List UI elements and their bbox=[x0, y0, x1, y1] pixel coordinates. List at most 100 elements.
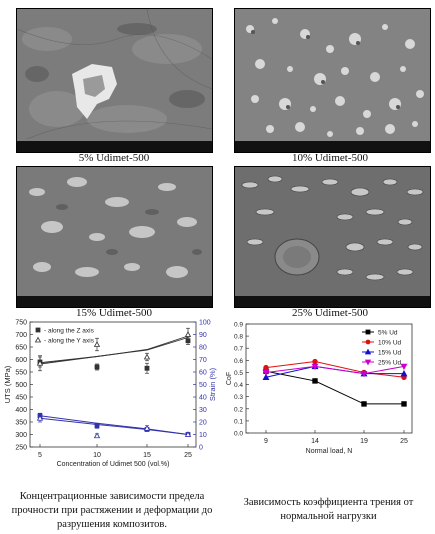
y-tick-label: 0.1 bbox=[234, 418, 243, 425]
data-point bbox=[144, 365, 150, 371]
legend-label: 25% Ud bbox=[378, 360, 402, 367]
data-point bbox=[400, 370, 408, 377]
data-point bbox=[143, 424, 151, 431]
x-tick-label: 9 bbox=[264, 438, 268, 445]
sem-caption-15pct: 15% Udimet-500 bbox=[75, 307, 153, 319]
data-point bbox=[184, 431, 192, 437]
data-point bbox=[361, 401, 367, 407]
uts-strain-chart: 250 300 350 400 450 500 550 600 650 700 750 0 10 20 30… bbox=[0, 318, 222, 476]
y-tick-label: 550 bbox=[15, 370, 27, 377]
x-tick-label: 15 bbox=[143, 452, 151, 459]
sem-caption-25pct: 25% Udimet-500 bbox=[291, 307, 369, 319]
y-axis-label: UTS (MPa) bbox=[3, 365, 12, 403]
caption-left: Концентрационные зависимости предела про… bbox=[4, 490, 220, 532]
y-tick-label: 300 bbox=[15, 432, 27, 439]
y-tick-label: 0.8 bbox=[234, 334, 243, 341]
legend-label: 15% Ud bbox=[378, 350, 402, 357]
y-tick-label: 0.6 bbox=[234, 358, 243, 365]
y-tick-label: 600 bbox=[15, 357, 27, 364]
legend-marker bbox=[365, 339, 371, 345]
y-tick-label: 500 bbox=[15, 382, 27, 389]
legend-label-y: - along the Y axis bbox=[44, 338, 95, 345]
y2-tick-label: 10 bbox=[199, 432, 207, 439]
data-point bbox=[263, 364, 269, 371]
data-point bbox=[36, 359, 44, 366]
y-tick-label: 750 bbox=[15, 320, 27, 327]
legend-marker-z bbox=[35, 327, 41, 333]
caption-left-line-3: разрушения композитов. bbox=[56, 519, 168, 530]
data-point bbox=[94, 423, 100, 429]
fit-line bbox=[39, 417, 189, 435]
sem-caption-5pct: 5% Udimet-500 bbox=[78, 152, 150, 164]
y2-tick-label: 90 bbox=[199, 332, 207, 339]
caption-left-line-1: Концентрационные зависимости предела bbox=[19, 491, 205, 502]
y-tick-label: 0.3 bbox=[234, 394, 243, 401]
caption-right: Зависимость коэффициента трения от норма… bbox=[226, 496, 431, 524]
data-point bbox=[143, 353, 151, 360]
y2-axis-label: Strain (%) bbox=[208, 367, 217, 401]
legend-label: 5% Ud bbox=[378, 330, 398, 337]
data-point bbox=[262, 373, 270, 380]
legend-marker bbox=[365, 329, 371, 335]
x-tick-label: 10 bbox=[93, 452, 101, 459]
cof-chart: 0.0 0.1 0.2 0.3 0.4 0.5 0.6 0.7 0.8 0.9 9 14 19 25 Nor… bbox=[222, 318, 435, 476]
y-axis-label: CoF bbox=[226, 372, 233, 385]
series-line bbox=[265, 361, 405, 378]
legend-marker-y bbox=[34, 336, 42, 343]
x-tick-label: 25 bbox=[400, 438, 408, 445]
y2-tick-label: 60 bbox=[199, 370, 207, 377]
x-tick-label: 19 bbox=[360, 438, 368, 445]
sem-image-15pct bbox=[16, 166, 213, 308]
plot-frame bbox=[245, 323, 413, 434]
x-tick-label: 25 bbox=[184, 452, 192, 459]
data-point bbox=[312, 378, 318, 384]
legend-marker bbox=[364, 359, 372, 366]
data-point bbox=[93, 432, 101, 439]
y2-tick-label: 70 bbox=[199, 357, 207, 364]
data-point bbox=[401, 401, 407, 407]
data-point bbox=[93, 341, 101, 347]
y-tick-label: 400 bbox=[15, 407, 27, 414]
y-tick-label: 650 bbox=[15, 345, 27, 352]
y-tick-label: 0.2 bbox=[234, 406, 243, 413]
y2-tick-label: 80 bbox=[199, 345, 207, 352]
sem-image-10pct bbox=[234, 8, 431, 153]
data-point bbox=[94, 364, 100, 370]
y2-tick-label: 20 bbox=[199, 420, 207, 427]
fit-line bbox=[39, 335, 189, 365]
y2-tick-label: 30 bbox=[199, 407, 207, 414]
y2-tick-label: 0 bbox=[199, 445, 203, 452]
legend-label: 10% Ud bbox=[378, 340, 402, 347]
series-line bbox=[265, 365, 405, 375]
sem-caption-10pct: 10% Udimet-500 bbox=[291, 152, 369, 164]
y-tick-label: 250 bbox=[15, 445, 27, 452]
x-tick-label: 14 bbox=[311, 438, 319, 445]
y2-tick-label: 50 bbox=[199, 382, 207, 389]
sem-image-25pct bbox=[234, 166, 431, 308]
caption-right-line-2: нормальной нагрузки bbox=[280, 511, 377, 522]
y2-tick-label: 100 bbox=[199, 320, 211, 327]
caption-right-line-1: Зависимость коэффициента трения от bbox=[243, 497, 414, 508]
y-tick-label: 0.0 bbox=[234, 431, 243, 438]
sem-image-5pct bbox=[16, 8, 213, 153]
x-axis-label: Concentration of Udimet 500 (vol.%) bbox=[57, 461, 170, 468]
y2-tick-label: 40 bbox=[199, 395, 207, 402]
x-tick-label: 5 bbox=[38, 452, 42, 459]
data-point bbox=[400, 363, 408, 371]
y-tick-label: 700 bbox=[15, 332, 27, 339]
y-tick-label: 0.7 bbox=[234, 346, 243, 353]
caption-left-line-2: прочности при растяжении и деформации до bbox=[11, 505, 213, 516]
y-tick-label: 350 bbox=[15, 420, 27, 427]
legend-label-z: - along the Z axis bbox=[44, 328, 95, 335]
legend-marker bbox=[364, 348, 372, 355]
data-point bbox=[262, 369, 270, 377]
data-point bbox=[360, 370, 368, 378]
data-point bbox=[36, 414, 44, 421]
y-tick-label: 450 bbox=[15, 395, 27, 402]
series-line bbox=[265, 370, 404, 405]
data-point bbox=[311, 363, 319, 371]
y-tick-label: 0.9 bbox=[234, 322, 243, 329]
y-tick-label: 0.4 bbox=[234, 382, 243, 389]
x-axis-label: Normal load, N bbox=[306, 448, 353, 455]
y-tick-label: 0.5 bbox=[234, 370, 243, 377]
